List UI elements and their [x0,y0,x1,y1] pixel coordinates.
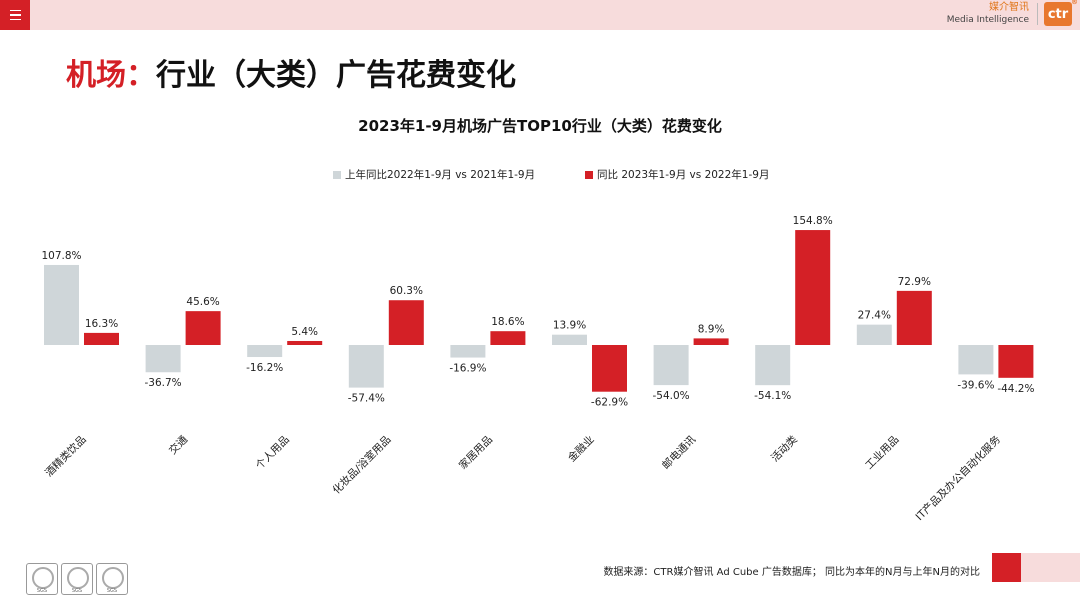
data-label: -54.0% [653,390,690,402]
bar-series1 [755,345,791,386]
data-label: -54.1% [754,390,791,402]
bar-series1 [653,345,689,386]
page-title-highlight: 机场： [66,58,156,93]
category-label: 交通 [166,433,190,457]
bar-series2 [185,311,221,345]
data-source-note: 数据来源：CTR媒介智讯 Ad Cube 广告数据库； 同比为本年的N月与上年N… [603,567,980,578]
category-label: 化妆品/浴室用品 [330,433,394,497]
data-label: 107.8% [41,250,81,262]
data-label: -16.9% [449,363,486,375]
brand-divider [1037,3,1038,25]
brand-cn: 媒介智讯 [989,2,1029,13]
menu-icon-line [9,9,21,12]
legend-swatch-series1 [333,170,341,179]
category-label: IT产品及办公自动化服务 [913,433,1004,524]
menu-icon-line [9,18,21,21]
brand-en: Media Intelligence [946,15,1029,25]
sgs-badge-label: SGS [106,588,118,594]
data-label: 60.3% [390,285,423,297]
bar-series1 [145,345,181,373]
chart-title: 2023年1-9月机场广告TOP10行业（大类）花费变化 [358,117,722,135]
category-label: 个人用品 [254,434,292,472]
data-label: 27.4% [858,310,891,322]
data-label: 13.9% [553,320,586,332]
sgs-badge-label: SGS [36,588,48,594]
page-title: 机场：行业（大类）广告花费变化 [66,50,516,94]
data-label: -57.4% [348,393,385,405]
brand: 媒介智讯 Media Intelligence ctr ® [947,0,1078,26]
bar-series2 [592,345,627,392]
category-label: 邮电通讯 [659,433,698,472]
brand-text: 媒介智讯 Media Intelligence [947,2,1029,26]
sgs-badges: SGS SGS SGS [26,563,128,595]
data-label: 45.6% [186,296,219,308]
legend-item-series1: 上年同比2022年1-9月 vs 2021年1-9月 [333,167,535,182]
bar-series2 [388,300,424,345]
data-label: -36.7% [145,377,182,389]
data-label: 5.4% [291,326,318,338]
data-label: 16.3% [85,318,118,330]
page-title-rest: 行业（大类）广告花费变化 [156,58,516,93]
data-label: -39.6% [957,379,994,391]
footer-pink-block [1021,553,1080,582]
legend-swatch-series2 [585,170,593,179]
data-label: 8.9% [698,323,725,335]
sgs-badge-label: SGS [71,588,83,594]
bar-series2 [896,290,932,345]
category-label: 活动类 [768,433,800,465]
category-label: 家居用品 [456,433,495,472]
legend-label-series1: 上年同比2022年1-9月 vs 2021年1-9月 [345,169,536,181]
bar-series1 [348,345,384,388]
category-label: 酒精类饮品 [42,433,88,479]
bar-series1 [552,334,587,345]
brand-reg-mark: ® [1071,0,1078,6]
bar-series1 [450,345,486,358]
bar-series1 [856,324,892,345]
bar-series2 [84,332,119,345]
sgs-badge-icon: SGS [26,563,58,595]
data-label: 18.6% [491,316,524,328]
sgs-badge-icon: SGS [96,563,128,595]
footer-accent-block [992,553,1021,582]
bar-series1 [44,264,79,345]
ctr-logo-icon: ctr ® [1044,0,1078,26]
data-label: -44.2% [997,383,1034,395]
bar-series2 [998,345,1034,378]
brand-logo-text: ctr [1047,6,1069,22]
bar-series1 [247,345,283,358]
menu-icon-line [9,14,21,16]
data-label: 72.9% [898,276,931,288]
bar-series2 [490,331,526,345]
legend-label-series2: 同比 2023年1-9月 vs 2022年1-9月 [597,169,770,181]
data-label: 154.8% [793,215,833,227]
data-label: -62.9% [591,397,628,409]
bar-series2 [693,338,729,345]
category-label: 金融业 [565,433,596,464]
category-label: 工业用品 [863,434,901,472]
bar-series2 [287,340,323,345]
bar-series1 [958,345,994,375]
data-label: -16.2% [246,362,283,374]
menu-button[interactable] [0,0,30,30]
legend-item-series2: 同比 2023年1-9月 vs 2022年1-9月 [585,167,769,182]
top-bar [0,0,1080,30]
bar-series2 [795,230,831,345]
sgs-badge-icon: SGS [61,563,93,595]
